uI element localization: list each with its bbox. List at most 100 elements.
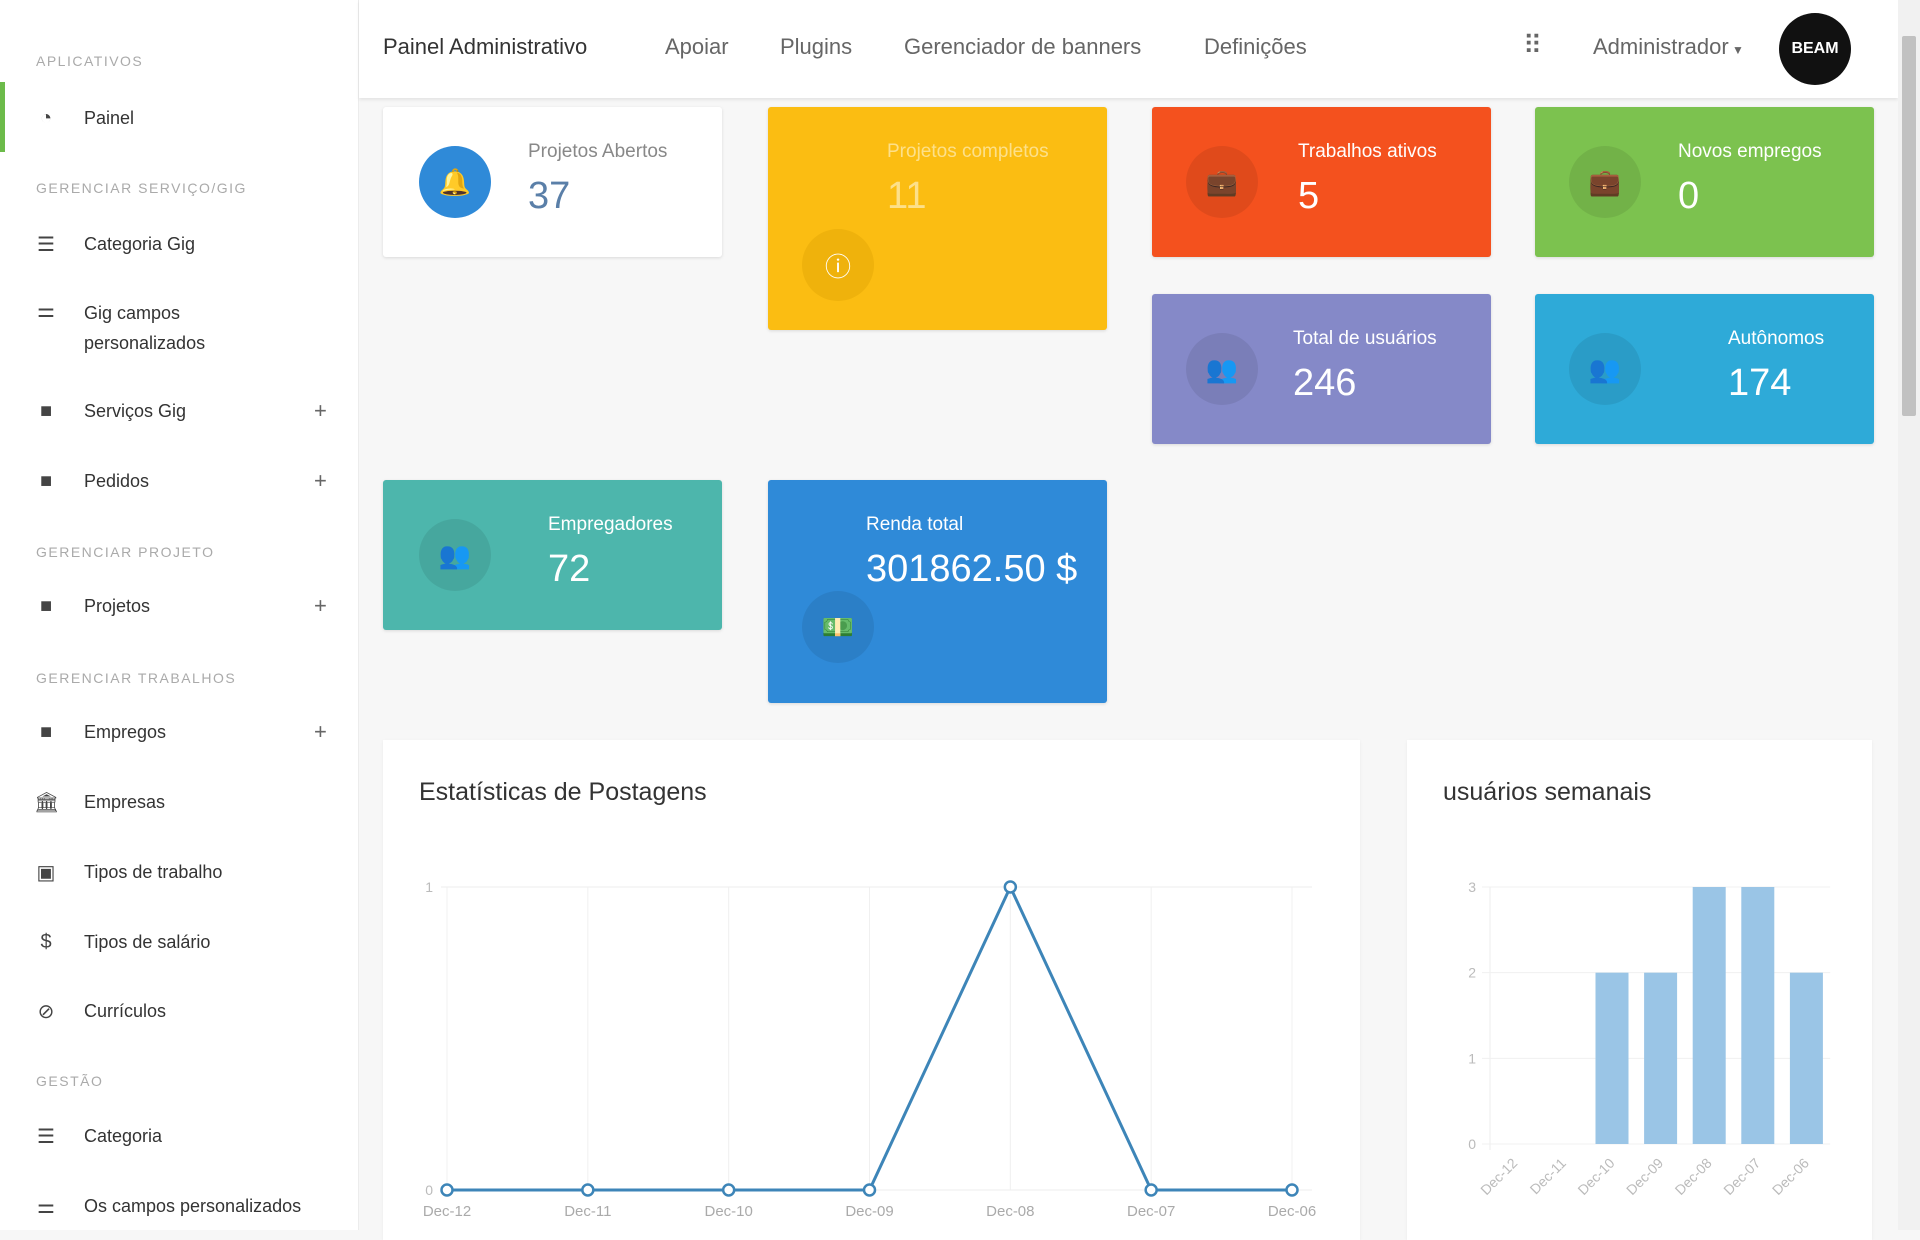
y-tick-label: 3 (1468, 879, 1476, 895)
data-point (862, 1183, 877, 1197)
sidebar-item-label: Tipos de trabalho (84, 862, 223, 882)
sidebar-item-servicos-gig[interactable]: ■ Serviços Gig + (0, 391, 359, 431)
sliders-icon: ⚌ (37, 1195, 55, 1218)
section-label: APLICATIVOS (36, 53, 144, 69)
sidebar-item-projetos[interactable]: ■ Projetos + (0, 586, 359, 626)
dollar-icon: $ (40, 930, 52, 953)
sidebar-item-label: Categoria Gig (84, 234, 196, 254)
card-novos-empregos[interactable]: 💼 Novos empregos 0 (1535, 107, 1874, 257)
y-tick-label: 2 (1468, 965, 1476, 981)
card-value: 72 (548, 548, 591, 590)
bank-icon: 🏛 (34, 791, 60, 814)
briefcase-icon: 💼 (1569, 146, 1641, 218)
card-label: Novos empregos (1678, 141, 1822, 162)
briefcase-icon: 💼 (1186, 146, 1258, 218)
sidebar-item-curriculos[interactable]: ⊘ Currículos (0, 991, 359, 1031)
x-tick-label: Dec-08 (1672, 1155, 1715, 1198)
nav-plugins[interactable]: Plugins (780, 34, 853, 59)
briefcase-icon: ■ (39, 594, 53, 617)
sidebar-item-label: Gig campos personalizados (84, 303, 206, 353)
data-point (721, 1183, 736, 1197)
section-label: GERENCIAR SERVIÇO/GIG (36, 180, 247, 196)
card-renda-total[interactable]: 💵 Renda total 301862.50 $ (768, 480, 1107, 703)
weekly-users-panel: usuários semanais 0 1 2 3 Dec-12 Dec-11 Dec-10… (1407, 740, 1872, 1240)
bar-chart: 0 1 2 3 Dec-12 Dec-11 Dec-10 Dec-09 Dec-08 Dec-07… (1468, 879, 1831, 1198)
card-label: Empregadores (548, 514, 673, 535)
bar (1741, 887, 1775, 1144)
briefcase-icon: ■ (39, 399, 53, 422)
y-tick-label: 0 (1468, 1136, 1476, 1152)
card-projetos-completos[interactable]: ⓘ Projetos completos 11 (768, 107, 1107, 330)
sidebar-item-label: Painel (84, 108, 135, 128)
card-autonomos[interactable]: 👥 Autônomos 174 (1535, 294, 1874, 444)
info-icon: ⓘ (802, 229, 874, 301)
sidebar-item-categoria[interactable]: ☰ Categoria (0, 1116, 359, 1156)
sidebar-item-tipos-trabalho[interactable]: ▣ Tipos de trabalho (0, 852, 359, 892)
page-title[interactable]: Painel Administrativo (383, 34, 588, 59)
suitcase-icon: ▣ (36, 861, 56, 884)
card-label: Autônomos (1728, 328, 1825, 349)
sidebar-item-empregos[interactable]: ■ Empregos + (0, 712, 359, 752)
scrollbar-thumb[interactable] (1902, 36, 1916, 416)
x-tick-label: Dec-11 (564, 1203, 611, 1220)
briefcase-icon: ■ (39, 469, 53, 492)
sidebar-item-gig-campos[interactable]: ⚌ Gig campos personalizados (0, 298, 359, 358)
users-icon: 👥 (1569, 333, 1641, 405)
sidebar-item-label: Currículos (84, 1001, 167, 1021)
data-point (581, 1183, 595, 1197)
sidebar-item-label: Pedidos (84, 471, 150, 491)
x-tick-label: Dec-12 (423, 1203, 471, 1220)
card-value: 5 (1298, 175, 1320, 217)
nav-apoiar[interactable]: Apoiar (665, 34, 729, 59)
card-label: Projetos Abertos (528, 141, 668, 162)
sidebar-item-label: Projetos (84, 596, 151, 616)
money-icon: 💵 (802, 591, 874, 663)
top-nav: Painel Administrativo Apoiar Plugins Ger… (359, 0, 1898, 98)
y-tick-label: 1 (425, 879, 433, 895)
expand-icon[interactable]: + (314, 719, 327, 744)
sidebar-item-painel[interactable]: ◔ Painel (0, 98, 359, 138)
chart-title: Estatísticas de Postagens (419, 778, 707, 806)
expand-icon[interactable]: + (314, 593, 327, 618)
user-name: Administrador (1593, 34, 1729, 59)
user-menu[interactable]: Administrador ▼ (1593, 34, 1744, 60)
bar (1692, 887, 1726, 1144)
card-value: 0 (1678, 175, 1700, 217)
data-point (1285, 1183, 1299, 1197)
nav-definicoes[interactable]: Definições (1204, 34, 1307, 59)
section-label: GESTÃO (36, 1073, 104, 1089)
bar (1789, 972, 1823, 1144)
paperclip-icon: ⊘ (37, 1000, 55, 1023)
sidebar-item-pedidos[interactable]: ■ Pedidos + (0, 461, 359, 501)
data-point (440, 1183, 454, 1197)
line-chart: Dec-12 Dec-11 Dec-10 Dec-09 Dec-08 Dec-07 Dec-… (423, 879, 1316, 1220)
bar (1595, 972, 1629, 1144)
sliders-icon: ⚌ (37, 300, 55, 322)
sidebar-item-label: Os campos personalizados (84, 1196, 302, 1216)
sidebar-item-label: Empresas (84, 792, 166, 812)
sidebar-item-tipos-salario[interactable]: $ Tipos de salário (0, 922, 359, 962)
avatar[interactable]: BEAM (1779, 13, 1851, 85)
active-indicator (0, 82, 5, 152)
nav-gerenciador-banners[interactable]: Gerenciador de banners (904, 34, 1142, 59)
card-total-usuarios[interactable]: 👥 Total de usuários 246 (1152, 294, 1491, 444)
vertical-scrollbar[interactable] (1898, 0, 1920, 1230)
bar (1644, 972, 1678, 1144)
expand-icon[interactable]: + (314, 398, 327, 423)
card-empregadores[interactable]: 👥 Empregadores 72 (383, 480, 722, 630)
apps-grid-icon[interactable]: ⠿ (1523, 30, 1542, 60)
briefcase-icon: ■ (39, 720, 53, 743)
list-icon: ☰ (37, 1125, 55, 1148)
x-tick-label: Dec-09 (1623, 1155, 1666, 1198)
card-projetos-abertos[interactable]: 🔔 Projetos Abertos 37 (383, 107, 722, 257)
data-point (1144, 1183, 1158, 1197)
y-tick-label: 1 (1468, 1050, 1476, 1066)
x-tick-label: Dec-10 (1574, 1155, 1617, 1198)
sidebar-item-campos-personalizados[interactable]: ⚌ Os campos personalizados (0, 1186, 359, 1226)
sidebar-item-empresas[interactable]: 🏛 Empresas (0, 782, 359, 822)
x-tick-label: Dec-11 (1527, 1155, 1570, 1198)
card-value: 37 (528, 175, 571, 217)
card-trabalhos-ativos[interactable]: 💼 Trabalhos ativos 5 (1152, 107, 1491, 257)
sidebar-item-categoria-gig[interactable]: ☰ Categoria Gig (0, 224, 359, 264)
expand-icon[interactable]: + (314, 468, 327, 493)
